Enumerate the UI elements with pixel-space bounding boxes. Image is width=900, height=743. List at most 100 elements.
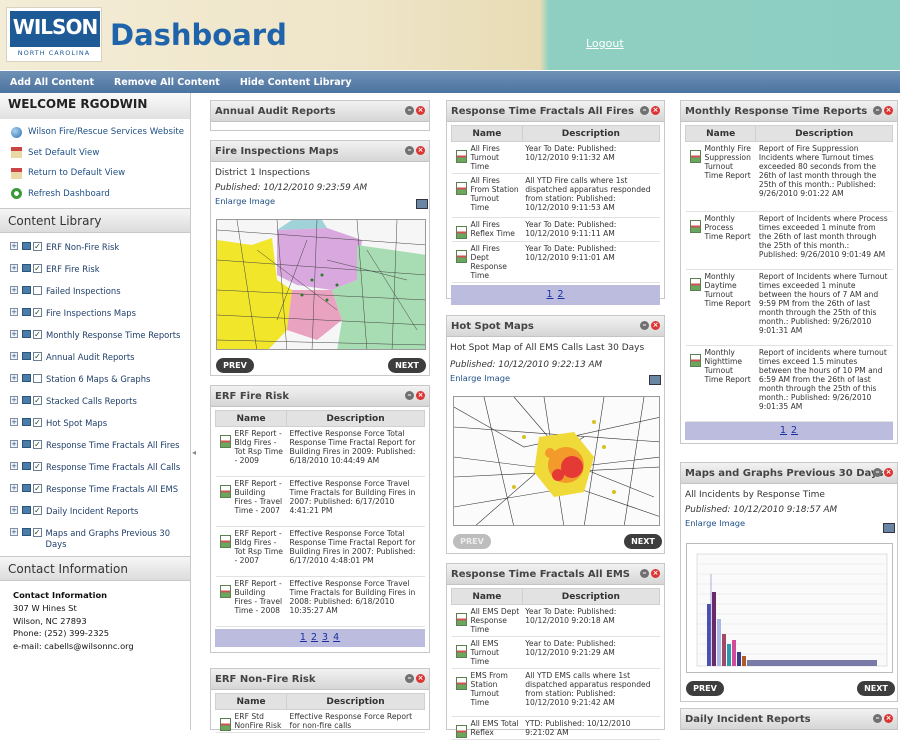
table-row[interactable]: ERF Report - Building Fires - Travel Tim… (215, 476, 425, 527)
minimize-icon[interactable]: – (405, 674, 414, 683)
table-row[interactable]: Monthly Fire Suppression Turnout Time Re… (685, 141, 893, 212)
table-row[interactable]: All Fires Turnout Time Year To Date: Publ… (451, 141, 660, 174)
checkbox[interactable]: ✓ (33, 264, 42, 273)
table-row[interactable]: All Fires Reflex Time Year To Date: Publi… (451, 217, 660, 242)
minimize-icon[interactable]: – (640, 106, 649, 115)
minimize-icon[interactable]: – (640, 569, 649, 578)
table-row[interactable]: All Fires From Station Turnout Time All Y… (451, 173, 660, 218)
next-button[interactable]: NEXT (624, 534, 662, 549)
library-item[interactable]: + Station 6 Maps & Graphs (10, 374, 151, 384)
close-icon[interactable]: × (416, 391, 425, 400)
remove-all-content-button[interactable]: Remove All Content (113, 76, 220, 88)
page-link[interactable]: 2 (310, 632, 318, 643)
report-name[interactable]: ERF Report - Bldg Fires - Tot Rsp Time -… (215, 426, 287, 477)
library-item[interactable]: + ✓ ERF Fire Risk (10, 264, 100, 274)
report-name[interactable]: EMS From Station Turnout Time (451, 668, 523, 717)
next-button[interactable]: NEXT (857, 681, 895, 696)
library-item[interactable]: + ✓ Response Time Fractals All Fires (10, 440, 180, 450)
close-icon[interactable]: × (416, 146, 425, 155)
close-icon[interactable]: × (884, 106, 893, 115)
checkbox[interactable]: ✓ (33, 352, 42, 361)
table-row[interactable]: ERF Report - Building Fires - Travel Tim… (215, 576, 425, 627)
table-row[interactable]: Monthly Daytime Turnout Time Report Repor… (685, 269, 893, 346)
checkbox[interactable]: ✓ (33, 506, 42, 515)
table-row[interactable]: ERF Std NonFire Risk Effective Response F… (215, 709, 425, 733)
report-name[interactable]: Monthly Fire Suppression Turnout Time Re… (685, 141, 756, 212)
expand-icon[interactable]: + (10, 506, 18, 514)
printer-icon[interactable] (883, 523, 895, 533)
prev-button[interactable]: PREV (453, 534, 491, 549)
printer-icon[interactable] (649, 375, 661, 385)
expand-icon[interactable]: + (10, 462, 18, 470)
table-row[interactable]: ERF Report - Bldg Fires - Tot Rsp Time -… (215, 426, 425, 477)
report-name[interactable]: All EMS Turnout Time (451, 636, 523, 669)
prev-button[interactable]: PREV (686, 681, 724, 696)
page-link[interactable]: 2 (557, 289, 565, 300)
checkbox[interactable]: ✓ (33, 418, 42, 427)
close-icon[interactable]: × (884, 468, 893, 477)
expand-icon[interactable]: + (10, 374, 18, 382)
enlarge-image-link[interactable]: Enlarge Image (450, 373, 511, 383)
collapse-arrow-icon[interactable]: ◂ (192, 448, 197, 457)
quick-link-refresh[interactable]: Refresh Dashboard (0, 184, 190, 205)
enlarge-image-link[interactable]: Enlarge Image (215, 196, 276, 206)
report-name[interactable]: All Fires Reflex Time (451, 217, 523, 242)
expand-icon[interactable]: + (10, 528, 18, 536)
minimize-icon[interactable]: – (405, 391, 414, 400)
add-all-content-button[interactable]: Add All Content (10, 76, 94, 88)
quick-link-set-default[interactable]: Set Default View (0, 143, 190, 164)
library-item[interactable]: + ✓ Monthly Response Time Reports (10, 330, 181, 340)
table-row[interactable]: Monthly Nighttime Turnout Time Report Rep… (685, 345, 893, 422)
checkbox[interactable]: ✓ (33, 484, 42, 493)
checkbox[interactable] (33, 286, 42, 295)
expand-icon[interactable]: + (10, 440, 18, 448)
table-row[interactable]: All EMS Turnout Time Year to Date: Publis… (451, 636, 660, 669)
page-link[interactable]: 2 (791, 425, 799, 436)
checkbox[interactable]: ✓ (33, 308, 42, 317)
expand-icon[interactable]: + (10, 330, 18, 338)
minimize-icon[interactable]: – (873, 106, 882, 115)
report-name[interactable]: Monthly Daytime Turnout Time Report (685, 269, 756, 346)
checkbox[interactable]: ✓ (33, 440, 42, 449)
table-row[interactable]: EMS From Station Turnout Time All YTD EMS… (451, 668, 660, 717)
hide-content-library-button[interactable]: Hide Content Library (239, 76, 352, 88)
page-link[interactable]: 3 (322, 632, 330, 643)
library-item[interactable]: + ✓ Stacked Calls Reports (10, 396, 137, 406)
close-icon[interactable]: × (416, 674, 425, 683)
report-name[interactable]: All Fires From Station Turnout Time (451, 173, 523, 218)
page-link[interactable]: 1 (546, 289, 554, 300)
minimize-icon[interactable]: – (405, 146, 414, 155)
checkbox[interactable]: ✓ (33, 330, 42, 339)
report-name[interactable]: All EMS Dept Response Time (451, 604, 523, 637)
expand-icon[interactable]: + (10, 242, 18, 250)
report-name[interactable]: All Fires Turnout Time (451, 141, 523, 174)
checkbox[interactable] (33, 374, 42, 383)
report-name[interactable]: ERF Report - Bldg Fires - Tot Rsp Time -… (215, 526, 287, 577)
expand-icon[interactable]: + (10, 484, 18, 492)
expand-icon[interactable]: + (10, 264, 18, 272)
table-row[interactable]: All EMS Total Reflex YTD: Published: 10/1… (451, 716, 660, 740)
email-link[interactable]: e-mail: cabells@wilsonnc.org (13, 641, 134, 652)
minimize-icon[interactable]: – (873, 714, 882, 723)
quick-link-return-default[interactable]: Return to Default View (0, 163, 190, 184)
expand-icon[interactable]: + (10, 352, 18, 360)
quick-link-website[interactable]: Wilson Fire/Rescue Services Website (0, 122, 190, 143)
checkbox[interactable]: ✓ (33, 396, 42, 405)
close-icon[interactable]: × (884, 714, 893, 723)
close-icon[interactable]: × (651, 106, 660, 115)
library-item[interactable]: + ✓ ERF Non-Fire Risk (10, 242, 120, 252)
table-row[interactable]: ERF Report - Bldg Fires - Tot Rsp Time -… (215, 526, 425, 577)
checkbox[interactable]: ✓ (32, 528, 42, 537)
table-row[interactable]: All Fires Dept Response Time Year To Date… (451, 241, 660, 283)
library-item[interactable]: + ✓ Fire Inspections Maps (10, 308, 136, 318)
minimize-icon[interactable]: – (640, 321, 649, 330)
expand-icon[interactable]: + (10, 396, 18, 404)
table-row[interactable]: Monthly Process Time Report Report of Inc… (685, 211, 893, 270)
library-item[interactable]: + Failed Inspections (10, 286, 121, 296)
minimize-icon[interactable]: – (873, 468, 882, 477)
library-item[interactable]: + ✓ Maps and Graphs Previous 30 Days (10, 528, 171, 549)
library-item[interactable]: + ✓ Daily Incident Reports (10, 506, 139, 516)
close-icon[interactable]: × (651, 569, 660, 578)
page-link[interactable]: 1 (299, 632, 307, 643)
printer-icon[interactable] (416, 199, 428, 209)
